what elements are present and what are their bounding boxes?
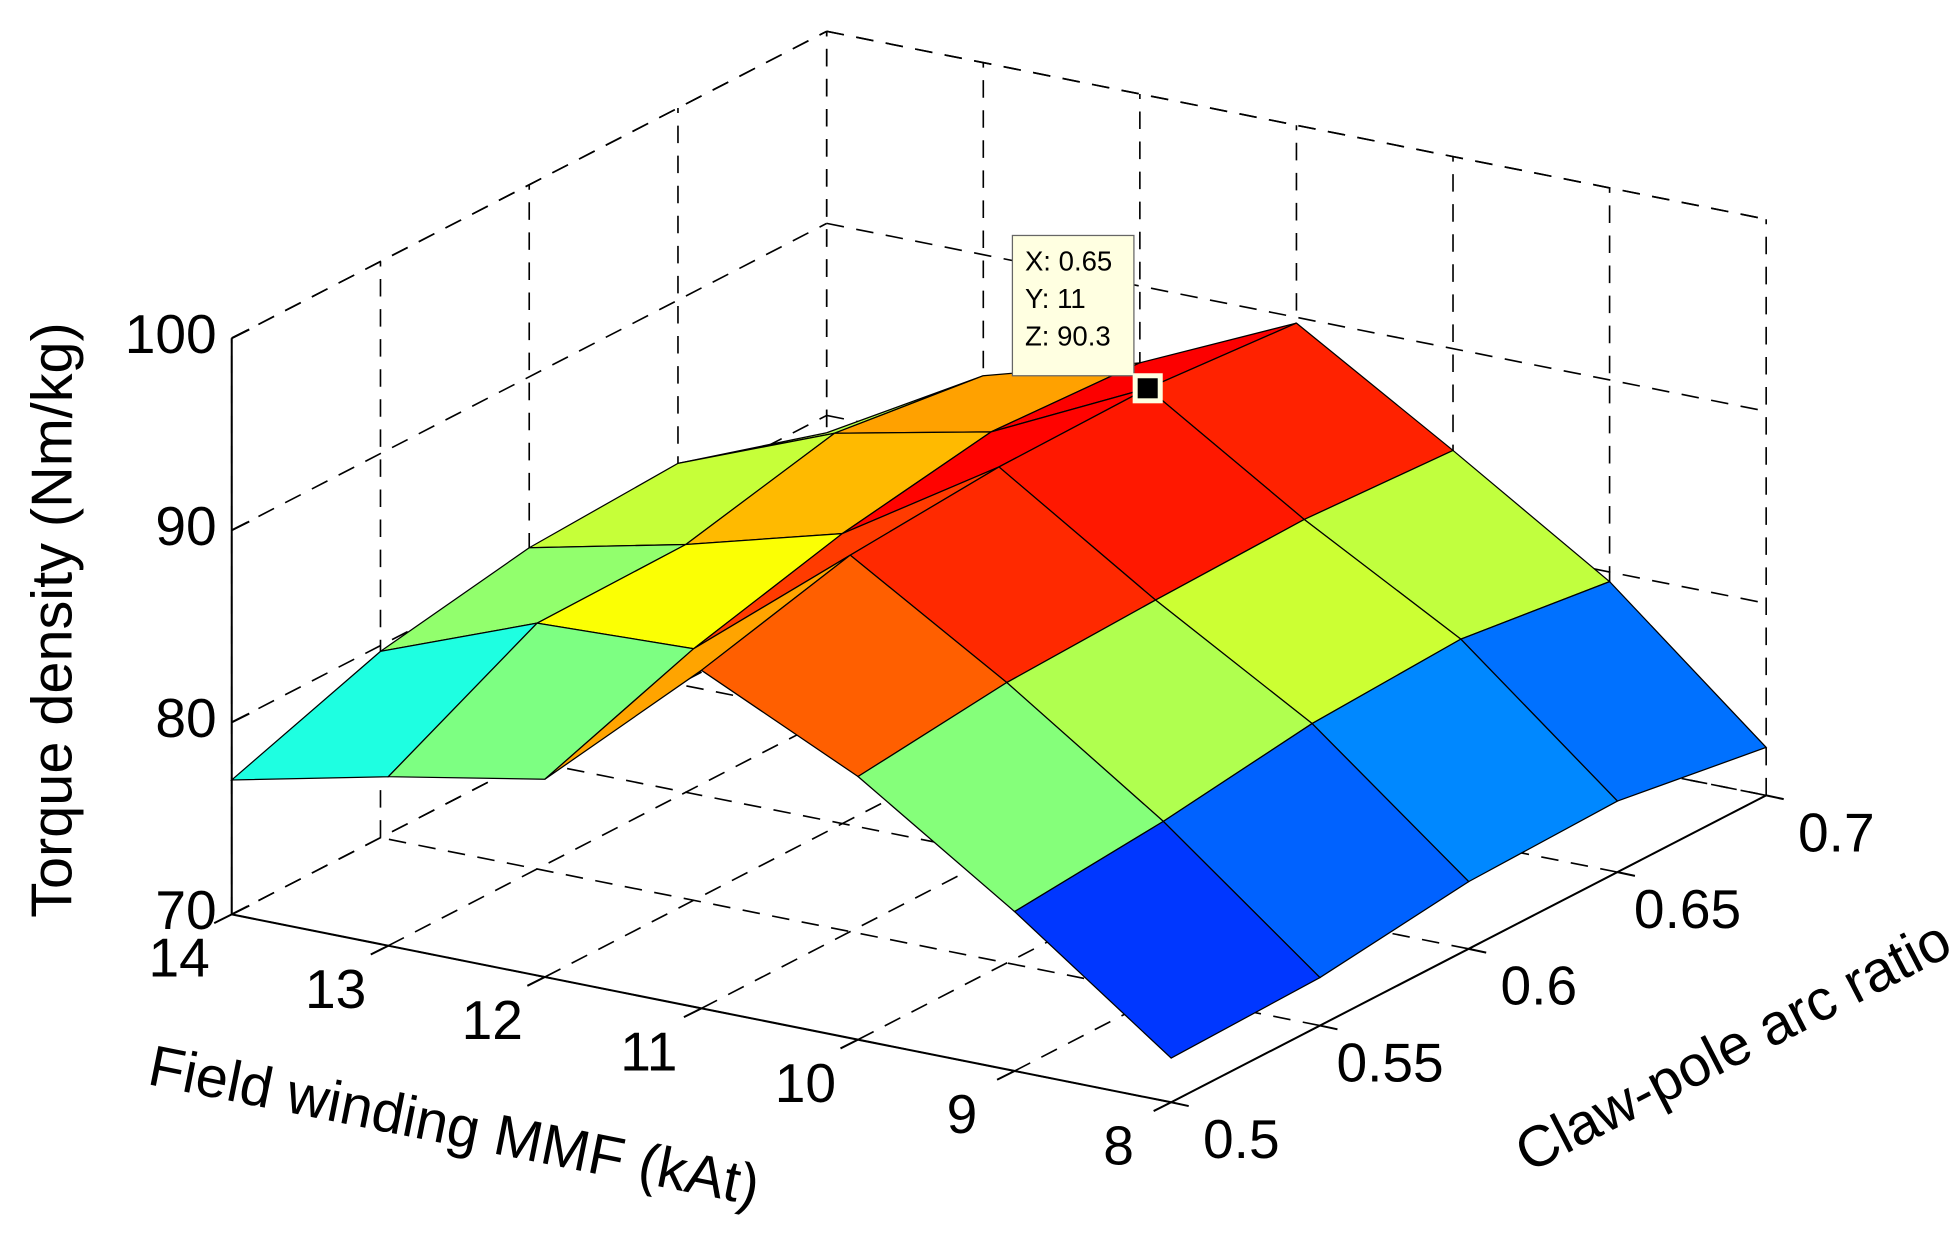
datatip: X: 0.65 Y: 11 Z: 90.3 bbox=[1011, 234, 1163, 404]
x-tick bbox=[1319, 1024, 1338, 1031]
y-tick-label: 8 bbox=[1103, 1114, 1134, 1176]
x-tick-label: 0.5 bbox=[1203, 1108, 1280, 1170]
y-tick-label: 10 bbox=[775, 1052, 836, 1114]
x-tick-label: 0.65 bbox=[1634, 878, 1741, 940]
datatip-text: X: 0.65 bbox=[1025, 245, 1112, 276]
y-tick bbox=[683, 1007, 702, 1019]
datatip-box bbox=[1011, 234, 1135, 377]
x-tick bbox=[1468, 947, 1487, 954]
surface-face bbox=[1013, 820, 1321, 1059]
x-axis-label: Claw-pole arc ratio bbox=[1505, 908, 1954, 1185]
x-tick bbox=[1170, 1101, 1189, 1108]
y-tick-label: 9 bbox=[947, 1083, 978, 1145]
y-tick bbox=[996, 1070, 1016, 1081]
y-tick bbox=[213, 913, 233, 925]
y-tick bbox=[370, 944, 389, 956]
z-axis-label: Torque density (Nm/kg) bbox=[21, 322, 85, 918]
datatip-marker bbox=[1132, 373, 1163, 404]
grid-line bbox=[826, 222, 1767, 413]
z-tick-label: 70 bbox=[155, 879, 216, 941]
box-edge bbox=[826, 30, 1767, 221]
z-tick-label: 90 bbox=[155, 495, 216, 557]
x-tick-label: 0.6 bbox=[1501, 955, 1578, 1017]
x-tick-label: 0.7 bbox=[1798, 801, 1875, 863]
z-tick bbox=[231, 520, 250, 532]
x-tick bbox=[1617, 871, 1636, 877]
grid-line bbox=[231, 222, 828, 531]
z-tick-label: 80 bbox=[155, 687, 216, 749]
x-tick bbox=[1765, 794, 1784, 801]
surface bbox=[230, 322, 1768, 1059]
y-tick-label: 11 bbox=[620, 1021, 677, 1083]
y-tick bbox=[526, 976, 546, 987]
z-tick bbox=[231, 904, 250, 916]
y-tick bbox=[1153, 1101, 1172, 1112]
y-tick-label: 14 bbox=[148, 927, 209, 989]
datatip-text: Z: 90.3 bbox=[1025, 320, 1111, 351]
datatip-text: Y: 11 bbox=[1025, 283, 1086, 314]
box-edge bbox=[231, 30, 828, 339]
y-tick-label: 12 bbox=[462, 989, 523, 1051]
y-tick bbox=[840, 1038, 859, 1050]
z-tick bbox=[231, 712, 250, 724]
y-tick-label: 13 bbox=[305, 958, 366, 1020]
plot-area: 70 80 90 100 8 9 10 11 12 13 14 0.5 0.55 0.6 0.65 0.7 To… bbox=[21, 30, 1954, 1218]
z-tick bbox=[231, 328, 250, 340]
z-tick-label: 100 bbox=[125, 303, 217, 365]
x-tick-label: 0.55 bbox=[1336, 1031, 1443, 1093]
